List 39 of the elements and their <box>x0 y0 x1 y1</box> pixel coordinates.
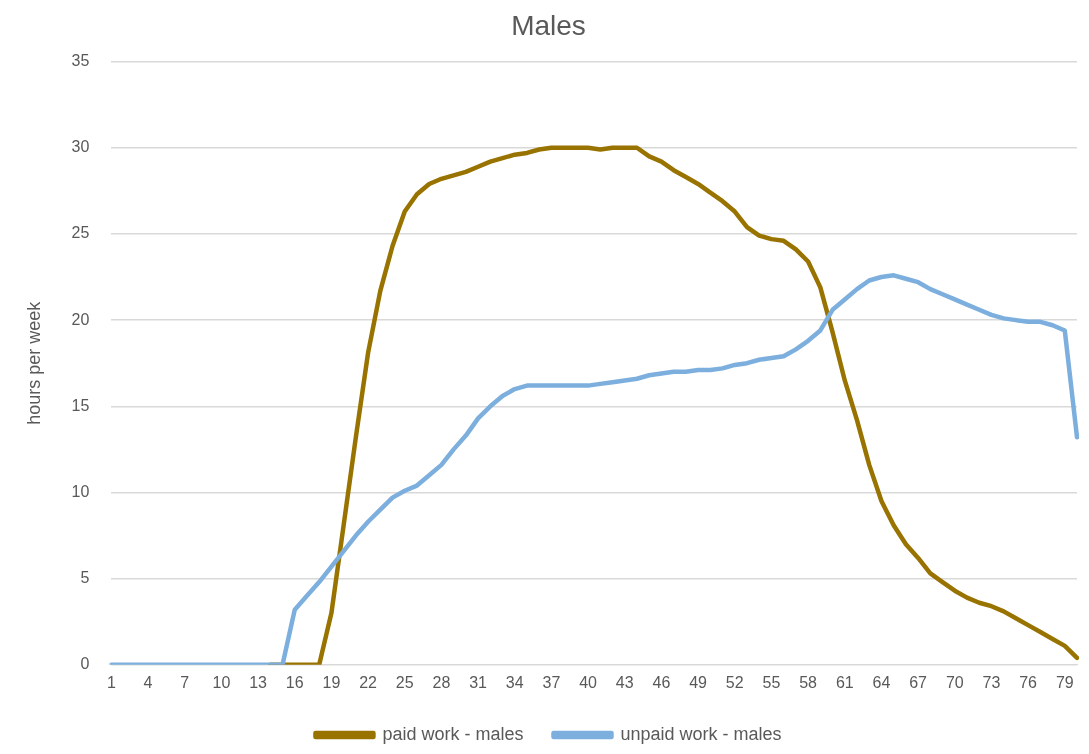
y-tick-label: 5 <box>80 569 90 587</box>
x-tick-label: 52 <box>725 673 744 691</box>
x-tick-label: 28 <box>432 673 451 691</box>
y-tick-label: 20 <box>71 310 90 328</box>
x-tick-label: 55 <box>762 673 781 691</box>
x-tick-label: 19 <box>322 673 341 691</box>
x-tick-label: 76 <box>1019 673 1038 691</box>
x-tick-label: 64 <box>872 673 891 691</box>
x-tick-label: 4 <box>143 673 153 691</box>
y-tick-label: 0 <box>80 655 90 673</box>
x-tick-label: 67 <box>909 673 928 691</box>
x-tick-label: 10 <box>212 673 231 691</box>
x-tick-label: 58 <box>799 673 818 691</box>
x-tick-label: 73 <box>982 673 1001 691</box>
x-tick-label: 13 <box>249 673 268 691</box>
x-tick-label: 22 <box>359 673 378 691</box>
x-tick-label: 37 <box>542 673 561 691</box>
x-tick-label: 1 <box>106 673 116 691</box>
x-tick-label: 25 <box>395 673 414 691</box>
legend-label: unpaid work - males <box>620 723 782 744</box>
x-tick-label: 70 <box>945 673 964 691</box>
x-tick-label: 79 <box>1055 673 1074 691</box>
x-tick-label: 46 <box>652 673 671 691</box>
x-tick-label: 31 <box>469 673 488 691</box>
y-tick-label: 25 <box>71 224 90 242</box>
y-axis-title: hours per week <box>23 300 44 425</box>
y-tick-label: 35 <box>71 52 90 70</box>
x-tick-label: 16 <box>285 673 304 691</box>
x-tick-label: 40 <box>579 673 598 691</box>
y-tick-label: 30 <box>71 138 90 156</box>
chart-title: Males <box>511 9 586 41</box>
x-tick-label: 43 <box>615 673 634 691</box>
y-tick-label: 15 <box>71 396 90 414</box>
y-tick-label: 10 <box>71 482 90 500</box>
x-tick-label: 49 <box>689 673 708 691</box>
legend-label: paid work - males <box>382 723 524 744</box>
x-tick-label: 61 <box>835 673 854 691</box>
x-tick-label: 7 <box>180 673 190 691</box>
x-tick-label: 34 <box>505 673 524 691</box>
